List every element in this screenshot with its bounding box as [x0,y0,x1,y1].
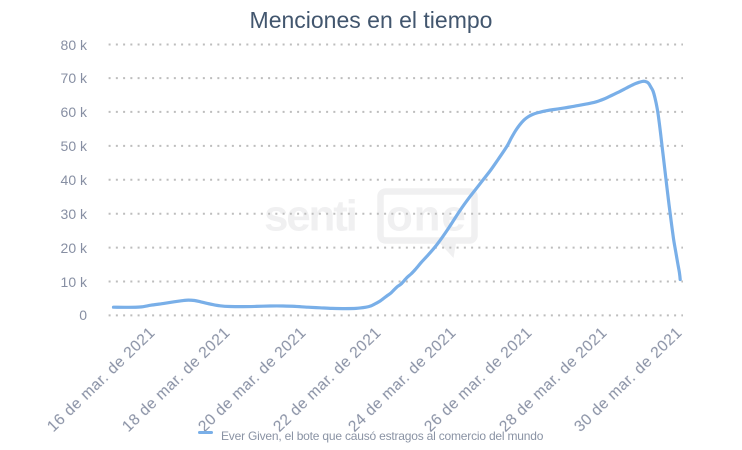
svg-text:senti: senti [264,191,356,240]
svg-text:one: one [386,191,467,240]
